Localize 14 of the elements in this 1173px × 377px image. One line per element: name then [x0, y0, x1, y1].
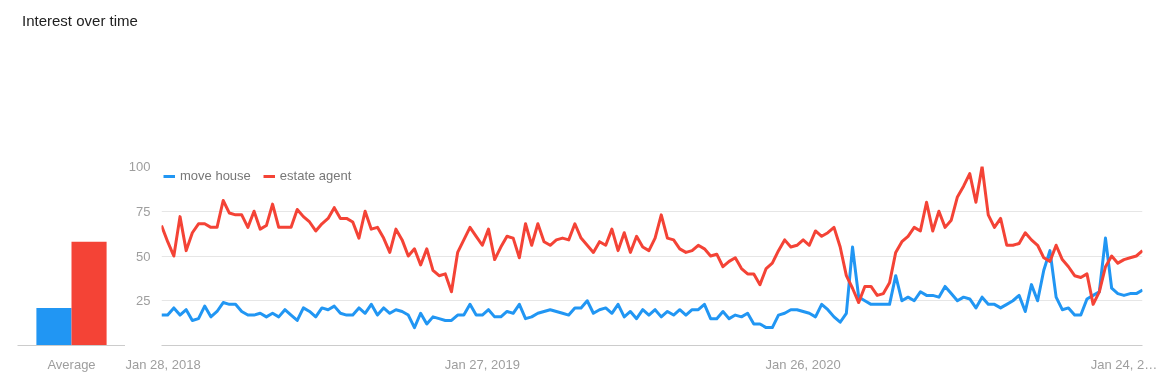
y-tick-label: 50 — [136, 248, 151, 264]
line-series — [161, 166, 1143, 306]
x-tick-label: Jan 24, 2… — [1090, 356, 1158, 372]
x-tick-label: Jan 26, 2020 — [765, 356, 841, 372]
line-series — [161, 236, 1143, 330]
x-tick-label: Jan 27, 2019 — [444, 356, 520, 372]
y-tick-label: 100 — [128, 159, 151, 174]
y-tick-label: 25 — [136, 293, 151, 309]
legend-label: move house — [180, 168, 251, 183]
x-tick-label: Average — [47, 356, 96, 372]
x-tick-label: Jan 28, 2018 — [125, 356, 201, 372]
y-tick-label: 75 — [136, 203, 151, 219]
chart-title: Interest over time — [22, 11, 138, 31]
legend-label: estate agent — [279, 168, 352, 183]
